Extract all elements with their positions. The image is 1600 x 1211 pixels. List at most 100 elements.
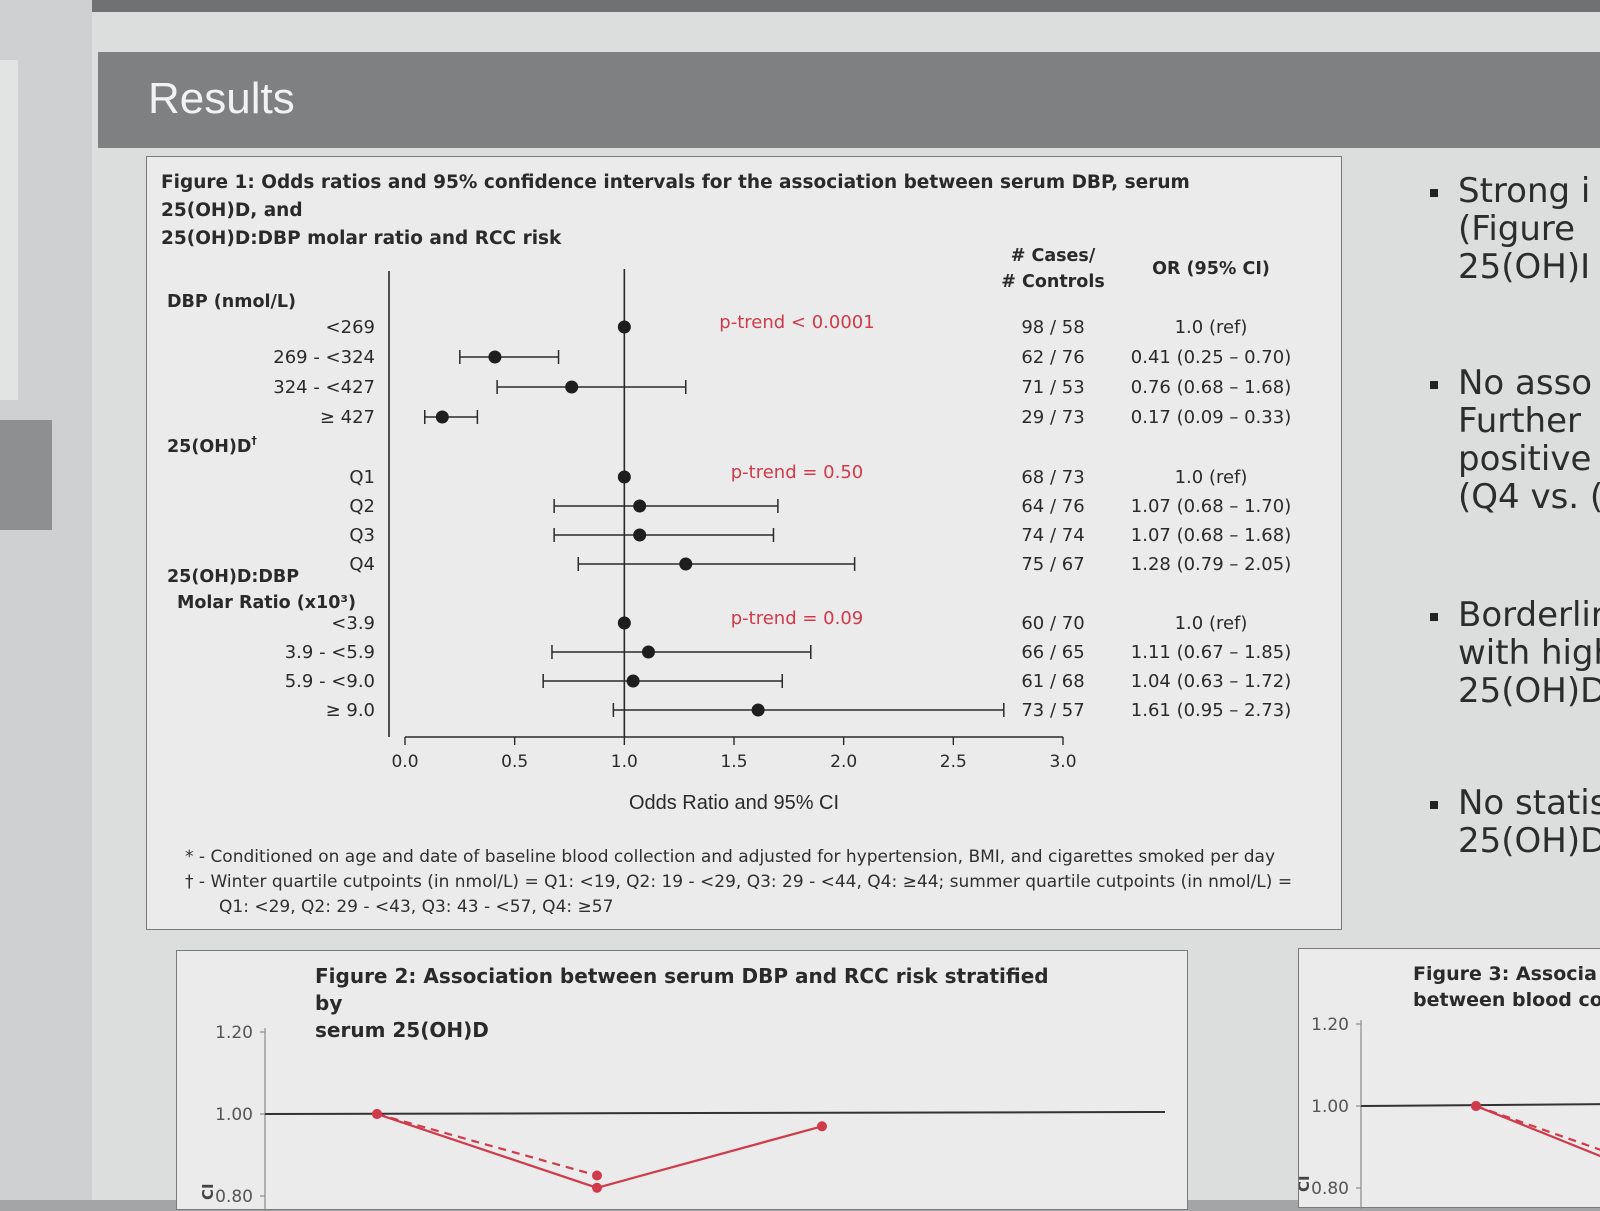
bullet-2-marker bbox=[1430, 381, 1438, 389]
y-axis-label: CI bbox=[199, 1183, 217, 1200]
row-label: <269 bbox=[326, 317, 375, 338]
series-line bbox=[1475, 1104, 1600, 1158]
figure-1: Figure 1: Odds ratios and 95% confidence… bbox=[146, 156, 1342, 930]
odds-ratio-point bbox=[633, 528, 647, 542]
top-band bbox=[92, 0, 1600, 12]
odds-ratio-point bbox=[633, 499, 647, 513]
cases-controls-value: 73 / 57 bbox=[1021, 700, 1084, 721]
x-tick-label: 0.5 bbox=[501, 752, 528, 772]
cases-controls-value: 64 / 76 bbox=[1021, 496, 1084, 517]
p-trend-label: p-trend = 0.50 bbox=[731, 462, 864, 483]
figure-3-title: Figure 3: Associa between blood co bbox=[1413, 961, 1600, 1013]
row-label: Q2 bbox=[349, 496, 375, 517]
series-line bbox=[376, 1112, 598, 1177]
cases-header-line1: # Cases/ bbox=[1011, 246, 1096, 266]
footnote-1: * - Conditioned on age and date of basel… bbox=[185, 847, 1276, 867]
left-edge-tab bbox=[0, 420, 52, 530]
series-point bbox=[1471, 1101, 1481, 1111]
row-label: 269 - <324 bbox=[273, 347, 375, 368]
or-ci-value: 1.0 (ref) bbox=[1175, 613, 1248, 634]
series-point bbox=[372, 1109, 382, 1119]
y-tick-label: 0.80 bbox=[1311, 1179, 1349, 1199]
section-header: Results bbox=[98, 52, 1600, 148]
cases-controls-value: 98 / 58 bbox=[1021, 317, 1084, 338]
series-point bbox=[592, 1182, 602, 1193]
row-label: ≥ 9.0 bbox=[326, 700, 375, 721]
figure-3-title-line1: Figure 3: Associa bbox=[1413, 963, 1597, 985]
bullet-4-line: 25(OH)D bbox=[1458, 821, 1600, 861]
bullet-3-line: 25(OH)D bbox=[1458, 671, 1600, 711]
figure-3: Figure 3: Associa between blood co 1.20 1… bbox=[1298, 948, 1600, 1209]
odds-ratio-point bbox=[488, 350, 502, 364]
cases-controls-value: 71 / 53 bbox=[1021, 377, 1084, 398]
bullet-3-marker bbox=[1430, 613, 1438, 621]
figure-2: Figure 2: Association between serum DBP … bbox=[176, 950, 1188, 1211]
x-tick-label: 3.0 bbox=[1049, 752, 1076, 772]
y-tick-label: 1.20 bbox=[215, 1023, 253, 1043]
figure-3-title-line2: between blood co bbox=[1413, 989, 1600, 1011]
figure-1-caption-line1: Figure 1: Odds ratios and 95% confidence… bbox=[161, 172, 1190, 221]
figure-2-title-line1: Figure 2: Association between serum DBP … bbox=[315, 964, 1049, 1015]
series-line bbox=[1475, 1104, 1600, 1151]
or-ci-value: 0.76 (0.68 – 1.68) bbox=[1131, 377, 1291, 398]
odds-ratio-point bbox=[617, 616, 631, 630]
figure-2-title-line2: serum 25(OH)D bbox=[315, 1018, 489, 1042]
row-label: ≥ 427 bbox=[320, 407, 375, 428]
x-tick-label: 1.5 bbox=[720, 752, 747, 772]
cases-controls-value: 61 / 68 bbox=[1021, 671, 1084, 692]
series-point bbox=[817, 1121, 827, 1132]
bullet-4-line: No statis bbox=[1458, 783, 1600, 823]
or-header: OR (95% CI) bbox=[1152, 259, 1270, 279]
section-title: Results bbox=[148, 74, 295, 123]
bullet-4-marker bbox=[1430, 801, 1438, 809]
figure-1-caption: Figure 1: Odds ratios and 95% confidence… bbox=[161, 169, 1201, 253]
or-ci-value: 1.0 (ref) bbox=[1175, 467, 1248, 488]
group-label-line2: Molar Ratio (x10³) bbox=[177, 593, 356, 613]
y-tick-label: 0.80 bbox=[215, 1187, 253, 1207]
bullet-1-line: (Figure bbox=[1458, 209, 1576, 249]
odds-ratio-point bbox=[435, 410, 449, 424]
row-label: <3.9 bbox=[331, 613, 375, 634]
row-label: 324 - <427 bbox=[273, 377, 375, 398]
y-tick-label: 1.00 bbox=[1311, 1097, 1349, 1117]
bullet-1-line: Strong i bbox=[1458, 171, 1591, 211]
series-point bbox=[592, 1170, 602, 1181]
or-ci-value: 1.07 (0.68 – 1.70) bbox=[1131, 496, 1291, 517]
or-ci-value: 1.28 (0.79 – 2.05) bbox=[1131, 554, 1291, 575]
bullet-2-line: No asso bbox=[1458, 363, 1593, 403]
bullet-2-line: positive bbox=[1458, 439, 1592, 479]
x-tick-label: 2.0 bbox=[830, 752, 857, 772]
or-ci-value: 0.41 (0.25 – 0.70) bbox=[1131, 347, 1291, 368]
group-label: 25(OH)D† bbox=[167, 434, 257, 457]
footnote-2: † - Winter quartile cutpoints (in nmol/L… bbox=[185, 872, 1293, 892]
reference-line bbox=[1360, 1103, 1600, 1107]
cases-controls-value: 74 / 74 bbox=[1021, 525, 1084, 546]
cases-controls-value: 62 / 76 bbox=[1021, 347, 1084, 368]
bullet-3-line: Borderlir bbox=[1458, 595, 1600, 635]
odds-ratio-point bbox=[617, 470, 631, 484]
y-tick-label: 1.00 bbox=[215, 1105, 253, 1125]
figure-1-footnotes: * - Conditioned on age and date of basel… bbox=[185, 845, 1325, 920]
group-label: 25(OH)D:DBP bbox=[167, 567, 299, 587]
y-tick-label: 1.20 bbox=[1311, 1015, 1349, 1035]
left-edge-panel bbox=[0, 60, 18, 400]
x-tick-label: 2.5 bbox=[940, 752, 967, 772]
bullet-1-marker bbox=[1430, 189, 1438, 197]
odds-ratio-point bbox=[617, 320, 631, 334]
bullet-2-line: (Q4 vs. ( bbox=[1458, 477, 1600, 517]
row-label: Q3 bbox=[349, 525, 375, 546]
p-trend-label: p-trend < 0.0001 bbox=[719, 312, 874, 333]
reference-line bbox=[264, 1111, 1166, 1115]
row-label: Q1 bbox=[349, 467, 375, 488]
odds-ratio-point bbox=[751, 703, 765, 717]
group-label-sup: † bbox=[251, 434, 257, 447]
bullet-1-line: 25(OH)I bbox=[1458, 247, 1591, 287]
cases-controls-value: 29 / 73 bbox=[1021, 407, 1084, 428]
cases-header-line2: # Controls bbox=[1001, 272, 1105, 292]
cases-controls-value: 68 / 73 bbox=[1021, 467, 1084, 488]
footnote-2-continued: Q1: <29, Q2: 29 - <43, Q3: 43 - <57, Q4:… bbox=[219, 897, 614, 917]
figure-2-title: Figure 2: Association between serum DBP … bbox=[315, 963, 1075, 1044]
odds-ratio-point bbox=[565, 380, 579, 394]
